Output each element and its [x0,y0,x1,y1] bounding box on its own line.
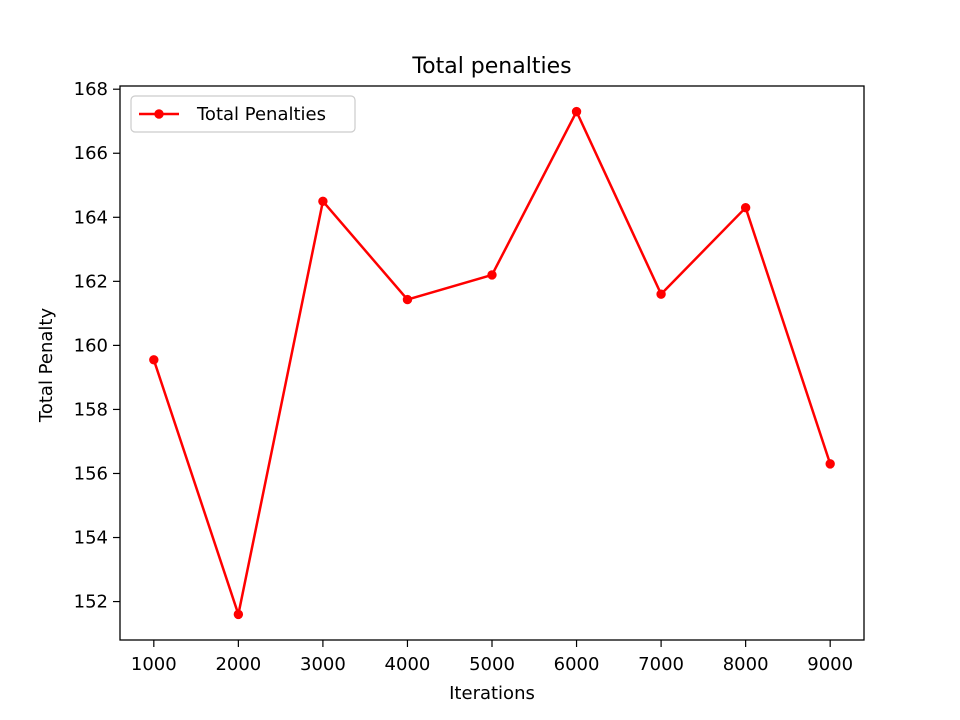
plot-area: 1000 2000 3000 4000 5000 6000 7000 8000 9000 152 1… [74,79,865,675]
x-tick-label: 5000 [469,654,515,675]
data-point [740,202,751,213]
data-point [318,196,328,206]
data-point [571,106,582,117]
y-tick-label: 164 [74,207,108,228]
x-tick-label: 6000 [554,654,600,675]
legend: Total Penalties [130,95,356,133]
data-point [656,289,666,299]
y-axis-label: Total Penalty [36,308,57,424]
data-point [825,459,835,469]
y-tick-label: 162 [74,271,108,292]
y-tick-label: 154 [74,528,108,549]
y-tick-label: 156 [74,463,108,484]
legend-box [130,95,356,133]
y-tick-label: 166 [74,143,108,164]
x-tick-label: 1000 [131,654,177,675]
x-tick-label: 4000 [385,654,431,675]
x-tick-label: 7000 [638,654,684,675]
plot-frame [119,85,865,641]
data-point [149,355,159,365]
data-point [233,609,244,620]
x-tick-label: 3000 [300,654,346,675]
x-axis-label: Iterations [449,683,535,704]
x-tick-label: 8000 [723,654,769,675]
data-point [402,294,413,305]
data-point [487,270,497,280]
y-tick-label: 158 [74,399,108,420]
legend-label: Total Penalties [196,104,326,125]
x-tick-label: 2000 [215,654,261,675]
y-tick-label: 152 [74,592,108,613]
y-tick-label: 160 [74,335,108,356]
y-tick-label: 168 [74,79,108,100]
chart-title: Total penalties [411,54,571,79]
legend-marker-sample [154,109,164,119]
x-tick-label: 9000 [807,654,853,675]
